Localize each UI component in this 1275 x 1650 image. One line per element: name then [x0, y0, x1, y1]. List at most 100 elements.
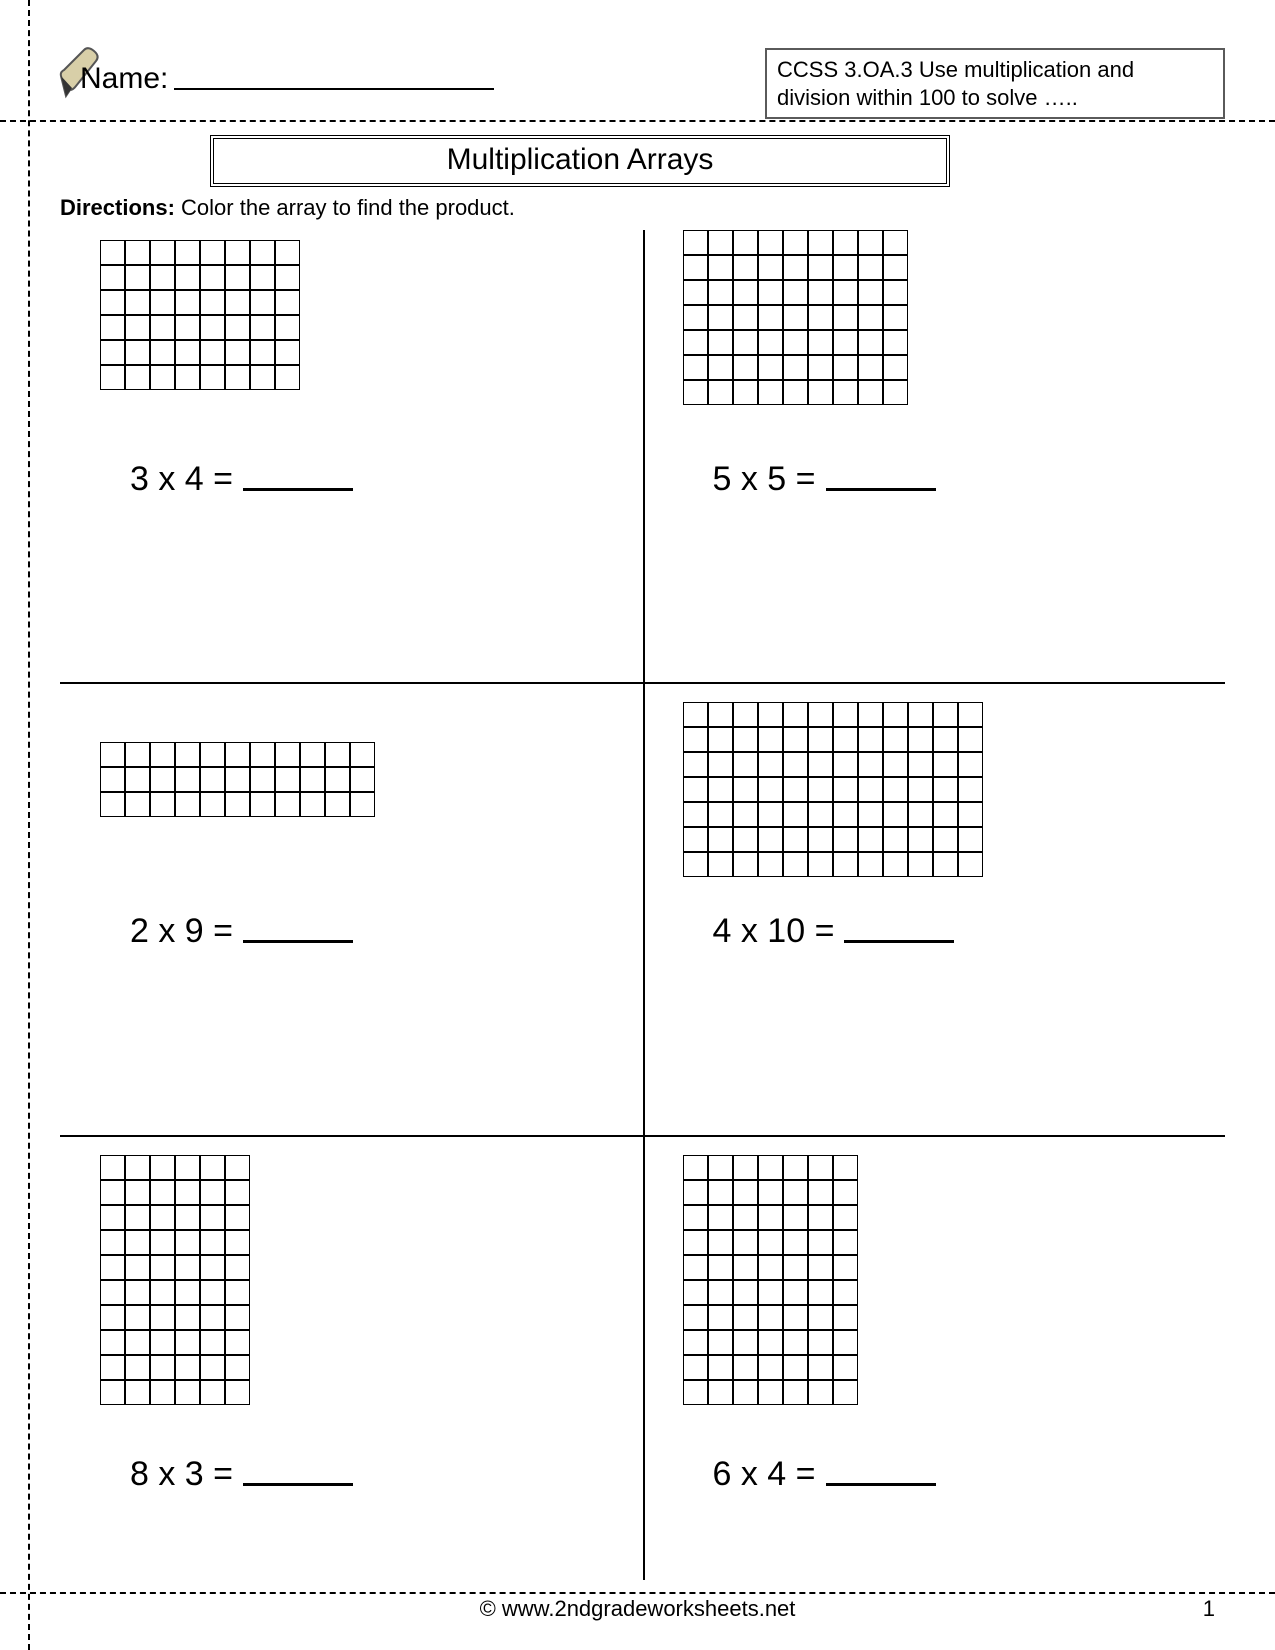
array-square[interactable]: [858, 255, 883, 280]
array-square[interactable]: [808, 702, 833, 727]
array-square[interactable]: [225, 290, 250, 315]
array-square[interactable]: [733, 1330, 758, 1355]
answer-blank[interactable]: [844, 940, 954, 943]
array-square[interactable]: [908, 777, 933, 802]
array-square[interactable]: [733, 1205, 758, 1230]
array-square[interactable]: [708, 1205, 733, 1230]
array-square[interactable]: [808, 230, 833, 255]
array-square[interactable]: [933, 752, 958, 777]
array-square[interactable]: [225, 1230, 250, 1255]
array-square[interactable]: [175, 1255, 200, 1280]
array-square[interactable]: [958, 802, 983, 827]
array-square[interactable]: [125, 1230, 150, 1255]
array-square[interactable]: [883, 255, 908, 280]
array-square[interactable]: [100, 1180, 125, 1205]
array-square[interactable]: [908, 852, 933, 877]
array-square[interactable]: [833, 230, 858, 255]
array-square[interactable]: [125, 1205, 150, 1230]
array-square[interactable]: [783, 1280, 808, 1305]
array-square[interactable]: [708, 727, 733, 752]
array-square[interactable]: [933, 802, 958, 827]
array-square[interactable]: [100, 240, 125, 265]
array-square[interactable]: [833, 702, 858, 727]
array-square[interactable]: [933, 777, 958, 802]
array-square[interactable]: [125, 1280, 150, 1305]
array-square[interactable]: [833, 355, 858, 380]
answer-blank[interactable]: [243, 1483, 353, 1486]
array-square[interactable]: [100, 1330, 125, 1355]
array-square[interactable]: [175, 1355, 200, 1380]
array-square[interactable]: [708, 330, 733, 355]
array-square[interactable]: [250, 265, 275, 290]
array-square[interactable]: [783, 1155, 808, 1180]
array-square[interactable]: [808, 1305, 833, 1330]
array-square[interactable]: [708, 230, 733, 255]
array-square[interactable]: [733, 380, 758, 405]
array-square[interactable]: [125, 767, 150, 792]
array-square[interactable]: [783, 280, 808, 305]
array-square[interactable]: [225, 240, 250, 265]
array-square[interactable]: [833, 1255, 858, 1280]
array-square[interactable]: [125, 1380, 150, 1405]
answer-blank[interactable]: [243, 488, 353, 491]
array-square[interactable]: [858, 702, 883, 727]
array-square[interactable]: [250, 315, 275, 340]
array-square[interactable]: [150, 1230, 175, 1255]
array-square[interactable]: [808, 1280, 833, 1305]
array-square[interactable]: [733, 727, 758, 752]
array-grid[interactable]: [100, 1155, 250, 1405]
array-square[interactable]: [708, 1355, 733, 1380]
array-square[interactable]: [833, 727, 858, 752]
array-square[interactable]: [200, 1355, 225, 1380]
array-square[interactable]: [708, 380, 733, 405]
array-square[interactable]: [733, 1355, 758, 1380]
array-square[interactable]: [733, 280, 758, 305]
array-square[interactable]: [125, 1305, 150, 1330]
array-square[interactable]: [758, 777, 783, 802]
array-square[interactable]: [250, 742, 275, 767]
array-square[interactable]: [125, 1255, 150, 1280]
array-square[interactable]: [808, 255, 833, 280]
array-square[interactable]: [225, 1355, 250, 1380]
array-square[interactable]: [125, 265, 150, 290]
array-square[interactable]: [883, 852, 908, 877]
array-square[interactable]: [683, 802, 708, 827]
array-square[interactable]: [808, 852, 833, 877]
array-square[interactable]: [683, 777, 708, 802]
array-square[interactable]: [100, 1155, 125, 1180]
array-square[interactable]: [200, 365, 225, 390]
array-square[interactable]: [808, 1230, 833, 1255]
array-square[interactable]: [833, 330, 858, 355]
array-square[interactable]: [883, 380, 908, 405]
array-square[interactable]: [833, 827, 858, 852]
array-square[interactable]: [758, 1205, 783, 1230]
array-square[interactable]: [225, 792, 250, 817]
array-square[interactable]: [683, 305, 708, 330]
array-square[interactable]: [683, 852, 708, 877]
array-square[interactable]: [758, 1355, 783, 1380]
array-square[interactable]: [733, 1280, 758, 1305]
array-square[interactable]: [683, 1180, 708, 1205]
array-square[interactable]: [858, 752, 883, 777]
array-square[interactable]: [758, 702, 783, 727]
array-square[interactable]: [808, 280, 833, 305]
answer-blank[interactable]: [243, 940, 353, 943]
array-square[interactable]: [758, 305, 783, 330]
array-square[interactable]: [300, 792, 325, 817]
array-square[interactable]: [858, 802, 883, 827]
array-square[interactable]: [175, 1305, 200, 1330]
array-square[interactable]: [733, 752, 758, 777]
array-square[interactable]: [350, 792, 375, 817]
array-square[interactable]: [758, 752, 783, 777]
array-square[interactable]: [250, 240, 275, 265]
array-square[interactable]: [200, 265, 225, 290]
array-square[interactable]: [683, 330, 708, 355]
array-grid[interactable]: [100, 240, 300, 390]
array-square[interactable]: [833, 255, 858, 280]
array-square[interactable]: [225, 265, 250, 290]
array-square[interactable]: [175, 767, 200, 792]
array-square[interactable]: [125, 792, 150, 817]
array-square[interactable]: [100, 1255, 125, 1280]
array-square[interactable]: [958, 702, 983, 727]
array-square[interactable]: [733, 355, 758, 380]
